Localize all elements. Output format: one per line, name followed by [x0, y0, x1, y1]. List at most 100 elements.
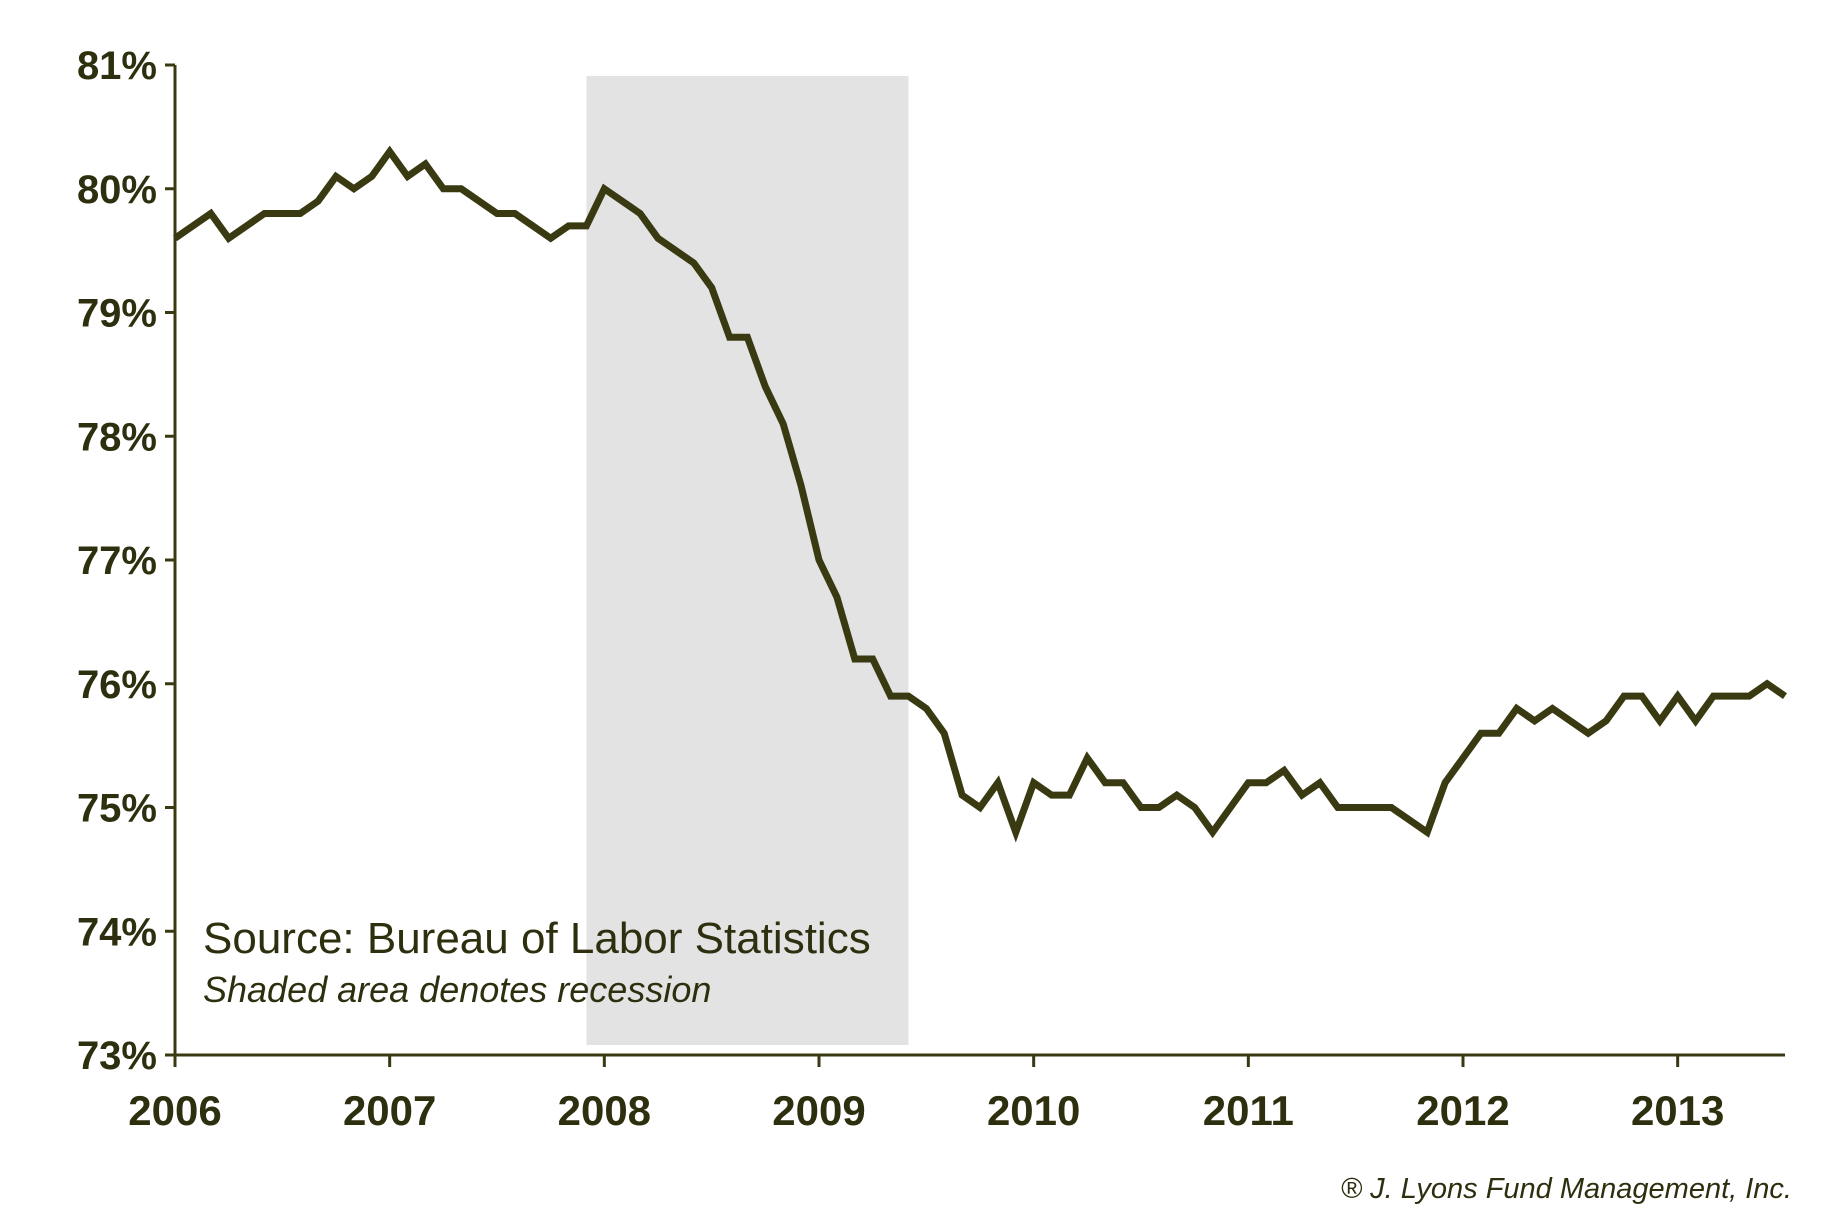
data-point [1051, 794, 1053, 796]
y-tick-label: 79% [77, 292, 157, 336]
data-point [1265, 782, 1267, 784]
data-point [1498, 732, 1500, 734]
data-point [1695, 720, 1697, 722]
data-point [1015, 831, 1017, 833]
data-point [192, 225, 194, 227]
data-point [729, 336, 731, 338]
data-point [782, 423, 784, 425]
data-point [890, 695, 892, 697]
data-point [1140, 807, 1142, 809]
data-point [281, 213, 283, 215]
data-point [711, 287, 713, 289]
data-point [1176, 794, 1178, 796]
data-point [1462, 757, 1464, 759]
data-point [639, 213, 641, 215]
data-point [872, 658, 874, 660]
axes: 73% 74% 75% 76% 77% 78% 79% 80% 81% 2006 2007 2008 2… [77, 44, 1785, 1134]
data-point [1569, 720, 1571, 722]
data-point [514, 213, 516, 215]
x-tick-label: 2007 [343, 1087, 436, 1134]
x-tick-label: 2013 [1631, 1087, 1724, 1134]
data-point [961, 794, 963, 796]
data-point [299, 213, 301, 215]
y-tick-label: 80% [77, 168, 157, 212]
data-point [675, 250, 677, 252]
data-point [800, 485, 802, 487]
data-point [496, 213, 498, 215]
data-point [854, 658, 856, 660]
y-tick-label: 75% [77, 787, 157, 831]
data-point [1122, 782, 1124, 784]
data-point [1247, 782, 1249, 784]
data-point [1748, 695, 1750, 697]
x-tick-label: 2011 [1203, 1087, 1294, 1134]
data-point [979, 807, 981, 809]
data-point [550, 237, 552, 239]
y-tick-label: 78% [77, 415, 157, 459]
data-point [210, 213, 212, 215]
data-point [1534, 720, 1536, 722]
data-point [1623, 695, 1625, 697]
data-point [228, 237, 230, 239]
data-point [1104, 782, 1106, 784]
data-point [1283, 769, 1285, 771]
data-point [1444, 782, 1446, 784]
data-point [1605, 720, 1607, 722]
data-point [1194, 807, 1196, 809]
data-point [532, 225, 534, 227]
data-point [1784, 695, 1786, 697]
y-tick-label: 77% [77, 539, 157, 583]
source-annotation: Source: Bureau of Labor Statistics [203, 914, 871, 963]
data-point [925, 708, 927, 710]
data-point [1641, 695, 1643, 697]
data-point [335, 175, 337, 177]
y-tick-label: 76% [77, 663, 157, 707]
data-point [1677, 695, 1679, 697]
annotations: Source: Bureau of Labor Statistics Shade… [203, 914, 1792, 1205]
data-point [657, 237, 659, 239]
data-point [818, 559, 820, 561]
data-point [1766, 683, 1768, 685]
data-point [317, 200, 319, 202]
data-point [442, 188, 444, 190]
data-point [568, 225, 570, 227]
y-tick-label: 73% [77, 1034, 157, 1078]
data-point [1516, 708, 1518, 710]
x-tick-label: 2010 [987, 1087, 1080, 1134]
data-point [460, 188, 462, 190]
data-point [621, 200, 623, 202]
data-point [1301, 794, 1303, 796]
data-point [1551, 708, 1553, 710]
data-point [1730, 695, 1732, 697]
data-point [424, 163, 426, 165]
data-point [1337, 807, 1339, 809]
data-point [693, 262, 695, 264]
data-point [263, 213, 265, 215]
data-point [943, 732, 945, 734]
data-point [1390, 807, 1392, 809]
series-layer [173, 145, 1787, 843]
data-point [478, 200, 480, 202]
data-point [1712, 695, 1714, 697]
data-point [246, 225, 248, 227]
recession-shading [586, 76, 909, 1045]
data-point [585, 225, 587, 227]
series-line [173, 145, 1787, 843]
data-point [907, 695, 909, 697]
recession-note: Shaded area denotes recession [203, 969, 711, 1010]
data-point [1408, 819, 1410, 821]
data-point [174, 237, 176, 239]
data-point [1659, 720, 1661, 722]
data-point [1033, 782, 1035, 784]
data-point [764, 386, 766, 388]
data-point [353, 188, 355, 190]
data-point [1068, 794, 1070, 796]
data-point [371, 175, 373, 177]
data-point [1086, 757, 1088, 759]
data-point [746, 336, 748, 338]
recession-shading-layer [586, 76, 909, 1045]
data-point [1587, 732, 1589, 734]
data-point [1319, 782, 1321, 784]
